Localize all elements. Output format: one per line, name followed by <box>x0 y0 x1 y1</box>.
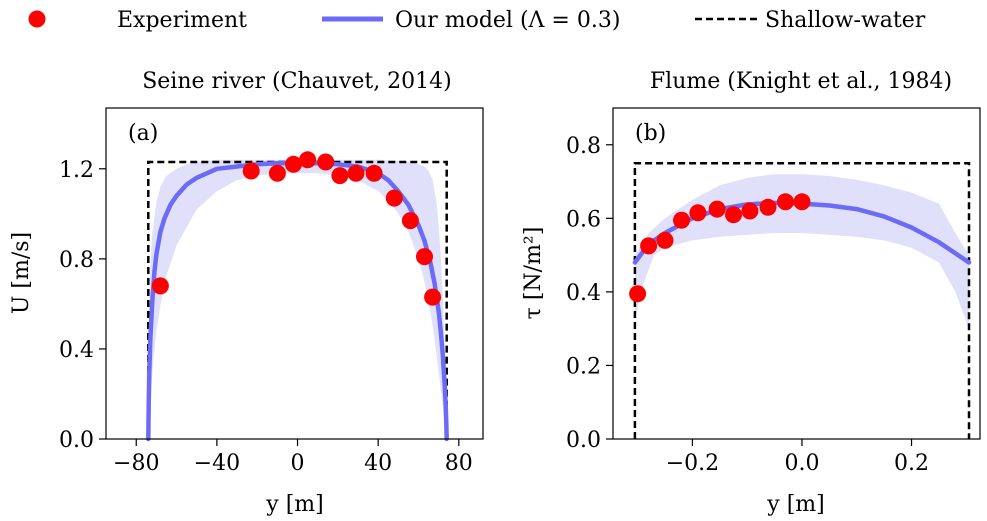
experiment-point <box>365 164 383 182</box>
experiment-point <box>708 200 726 218</box>
y-tick-label: 0.8 <box>59 248 94 273</box>
experiment-point <box>629 285 647 303</box>
experiment-point <box>673 211 690 229</box>
y-axis-ticks: 0.0 0.2 0.4 0.6 0.8 <box>566 134 613 453</box>
experiment-point <box>317 153 335 171</box>
panel-seine: Seine river (Chauvet, 2014) (a) −80 −40 0 4… <box>9 69 484 517</box>
x-tick-label: 0 <box>291 451 305 476</box>
x-axis-ticks: −80 −40 0 40 80 <box>113 439 473 476</box>
y-tick-label: 0.8 <box>566 134 601 159</box>
experiment-point <box>242 162 260 180</box>
experiment-point <box>401 212 419 230</box>
experiment-point <box>689 204 707 222</box>
experiment-point <box>151 277 169 295</box>
experiment-point <box>424 288 442 306</box>
x-tick-label: 0.2 <box>894 451 929 476</box>
model-band <box>148 159 447 440</box>
experiment-point <box>656 231 674 249</box>
y-axis-ticks: 0.0 0.4 0.8 1.2 <box>59 158 106 453</box>
x-tick-label: −40 <box>194 451 240 476</box>
legend-model-label: Our model (Λ = 0.3) <box>395 8 620 33</box>
x-axis-label: y [m] <box>265 492 323 517</box>
y-tick-label: 1.2 <box>59 158 94 183</box>
panel-flume: Flume (Knight et al., 1984) (b) −0.2 0.0 0… <box>521 69 981 517</box>
y-tick-label: 0.6 <box>566 207 601 232</box>
panel-title: Seine river (Chauvet, 2014) <box>142 69 452 94</box>
y-tick-label: 0.4 <box>59 338 94 363</box>
panel-label: (b) <box>635 121 666 146</box>
x-tick-label: 80 <box>445 451 473 476</box>
experiment-point <box>385 189 403 207</box>
experiment-point <box>741 202 759 220</box>
experiment-point <box>793 193 811 211</box>
y-axis-label: U [m/s] <box>9 232 34 314</box>
x-axis-ticks: −0.2 0.0 0.2 <box>666 439 929 476</box>
y-tick-label: 0.0 <box>566 428 601 453</box>
experiment-point <box>285 155 302 173</box>
x-tick-label: −0.2 <box>666 451 719 476</box>
plot-frame <box>105 107 484 440</box>
experiment-point <box>299 151 317 169</box>
experiment-point <box>347 164 365 182</box>
experiment-point <box>640 237 658 255</box>
shallow-water-line <box>147 160 448 439</box>
x-axis-label: y [m] <box>766 492 824 517</box>
shallow-water-series <box>147 160 448 439</box>
experiment-point <box>416 248 433 266</box>
x-tick-label: 40 <box>364 451 392 476</box>
experiment-point <box>759 198 777 216</box>
y-tick-label: 0.4 <box>566 281 601 306</box>
panel-title: Flume (Knight et al., 1984) <box>650 69 952 94</box>
y-axis-label: τ [N/m²] <box>521 227 546 320</box>
panel-label: (a) <box>128 121 158 146</box>
y-tick-label: 0.0 <box>59 428 94 453</box>
experiment-point <box>725 206 742 224</box>
x-tick-label: −80 <box>113 451 159 476</box>
plot-frame <box>612 107 981 440</box>
model-uncertainty-band <box>148 159 447 440</box>
experiment-point <box>777 193 794 211</box>
y-tick-label: 0.2 <box>566 354 601 379</box>
experiment-point <box>268 164 286 182</box>
x-tick-label: 0.0 <box>784 451 819 476</box>
experiment-point <box>331 167 349 185</box>
legend-shallow-label: Shallow-water <box>765 8 926 33</box>
legend-experiment-label: Experiment <box>117 8 247 33</box>
legend: Experiment Our model (Λ = 0.3) Shallow-w… <box>28 8 926 33</box>
experiment-series <box>151 151 442 306</box>
legend-experiment-marker <box>28 10 46 28</box>
experiment-series <box>629 193 811 303</box>
